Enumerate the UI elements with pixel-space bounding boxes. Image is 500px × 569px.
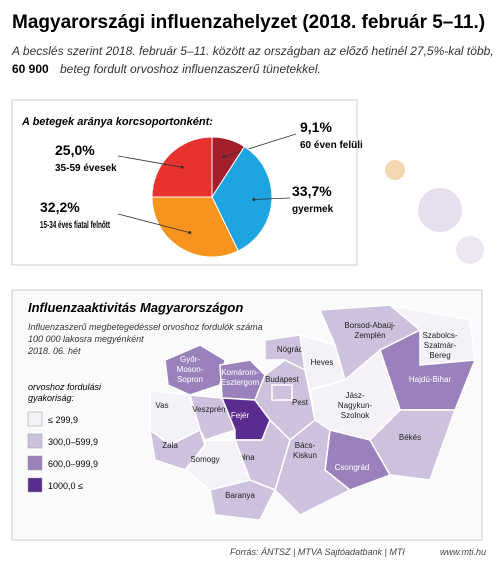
pie-title: A betegek aránya korcsoportonként: xyxy=(21,116,213,128)
county-label: Fejér xyxy=(231,411,250,420)
county-label: Veszprém xyxy=(192,405,228,414)
county xyxy=(209,479,277,521)
county-label: Vas xyxy=(155,401,168,410)
map-subtitle: 100 000 lakosra megyénként xyxy=(28,334,144,344)
decor xyxy=(385,160,405,180)
subtitle: A becslés szerint 2018. február 5–11. kö… xyxy=(11,44,494,58)
county xyxy=(164,344,226,396)
legend-swatch xyxy=(27,433,43,449)
value-label: 9,1% xyxy=(300,119,332,135)
leader-line xyxy=(253,197,291,200)
legend-title: orvoshoz fordulási xyxy=(28,382,102,392)
county xyxy=(271,384,293,401)
leader-dot xyxy=(180,165,184,169)
legend-swatch xyxy=(27,477,43,493)
title: Magyarországi influenzahelyzet (2018. fe… xyxy=(12,12,485,33)
county-label: Kiskun xyxy=(293,451,317,460)
value-label: 33,7% xyxy=(292,183,332,199)
decor xyxy=(456,236,484,264)
county-label: Hajdú-Bihar xyxy=(409,375,452,384)
category-label: 15-34 éves fiatal felnőtt xyxy=(40,220,110,231)
source: Forrás: ÁNTSZ | MTVA Sajtóadatbank | MTI xyxy=(230,547,405,557)
county xyxy=(188,394,236,441)
county-label: Szolnok xyxy=(341,411,370,420)
county-label: Heves xyxy=(311,358,334,367)
county-label: Sopron xyxy=(177,375,203,384)
value-label: 32,2% xyxy=(40,199,80,215)
legend-label: ≤ 299,9 xyxy=(48,415,78,425)
leader-dot xyxy=(222,155,226,159)
county-label: Békés xyxy=(399,433,421,442)
county-label: Borsod-Abaúj- xyxy=(344,321,395,330)
decor xyxy=(418,188,462,232)
pie-slice xyxy=(211,145,273,252)
subtitle: beteg fordult orvoshoz influenzaszerű tü… xyxy=(60,62,321,76)
county-label: Moson- xyxy=(177,365,204,374)
county-label: Somogy xyxy=(190,455,219,464)
category-label: 35-59 évesek xyxy=(55,163,117,174)
county-label: Nagykun- xyxy=(338,401,373,410)
leader-dot xyxy=(252,198,256,202)
category-label: gyermek xyxy=(292,204,334,215)
leader-dot xyxy=(188,231,192,235)
value-label: 25,0% xyxy=(55,142,95,158)
county-label: Tolna xyxy=(235,453,255,462)
legend-swatch xyxy=(27,455,43,471)
county-label: Bács- xyxy=(295,441,316,450)
county-label: Komárom- xyxy=(221,368,259,377)
county-label: Szabolcs- xyxy=(422,331,457,340)
subtitle-bold: 60 900 xyxy=(12,62,49,76)
county-label: Zemplén xyxy=(354,331,385,340)
map-title: Influenzaaktivitás Magyarországon xyxy=(28,300,243,315)
map-subtitle: 2018. 06. hét xyxy=(27,346,81,356)
leader-line xyxy=(117,155,183,168)
county-label: Budapest xyxy=(265,375,300,384)
county-label: Bereg xyxy=(429,351,450,360)
category-label: 60 éven felüli xyxy=(300,140,363,151)
legend-label: 1000,0 ≤ xyxy=(48,481,83,491)
county-label: Győr- xyxy=(180,355,200,364)
county-label: Jász- xyxy=(345,391,364,400)
legend-swatch xyxy=(27,411,43,427)
county-label: Nógrád xyxy=(277,345,303,354)
legend-label: 300,0–599,9 xyxy=(48,437,98,447)
county-label: Csongrád xyxy=(335,463,370,472)
county xyxy=(264,334,306,372)
county-label: Szatmár- xyxy=(424,341,457,350)
leader-line xyxy=(117,213,190,233)
legend-title: gyakoriság: xyxy=(28,393,75,403)
county-label: Pest xyxy=(292,398,309,407)
map-subtitle: Influenzaszerű megbetegedéssel orvoshoz … xyxy=(28,322,263,332)
leader-line xyxy=(223,133,297,158)
county xyxy=(274,419,352,516)
legend-label: 600,0–999,9 xyxy=(48,459,98,469)
county-label: Zala xyxy=(162,441,178,450)
county-label: Esztergom xyxy=(221,378,260,387)
county-label: Baranya xyxy=(225,491,255,500)
pie-slice xyxy=(151,196,239,258)
site: www.mti.hu xyxy=(440,547,486,557)
